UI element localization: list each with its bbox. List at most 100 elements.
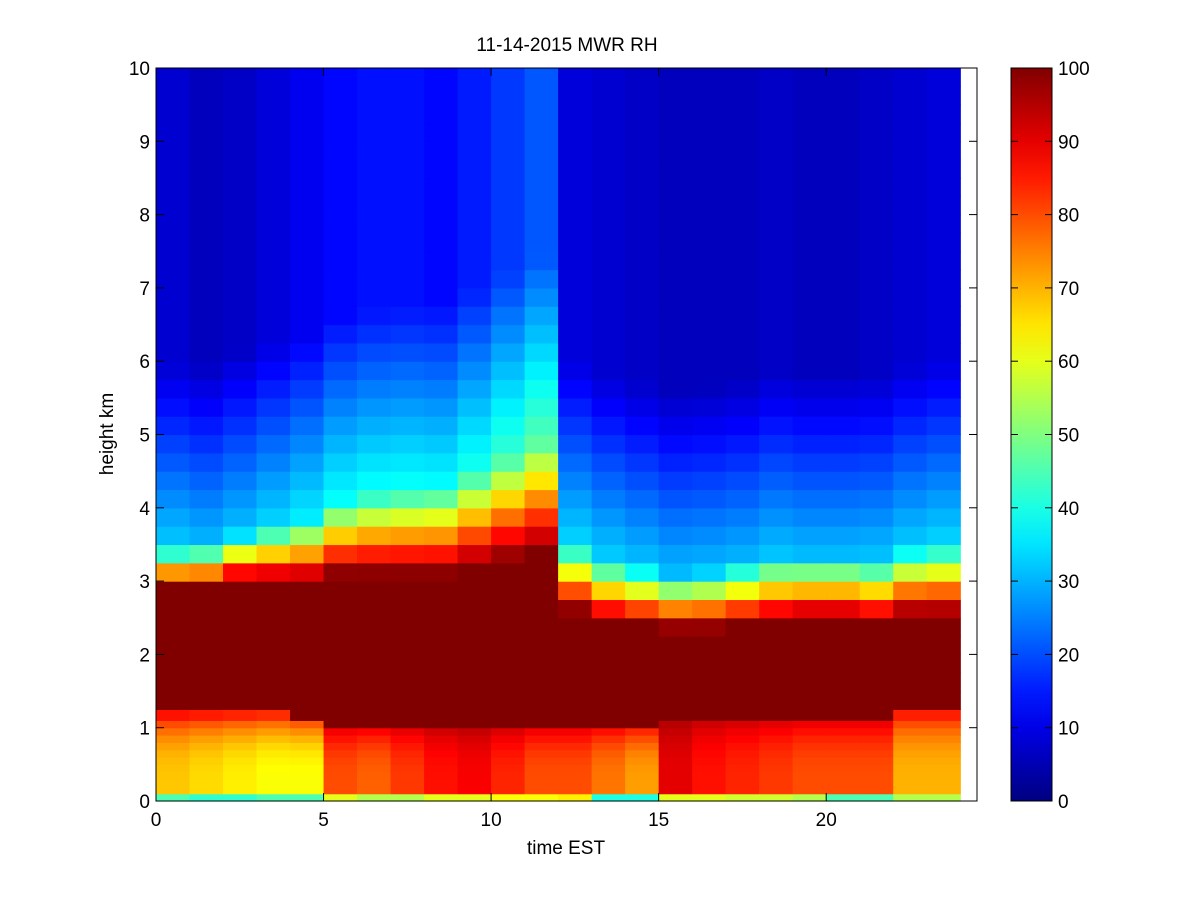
heatmap-cell bbox=[692, 691, 727, 710]
heatmap-cell bbox=[491, 196, 526, 216]
heatmap-cell bbox=[692, 86, 727, 106]
heatmap-cell bbox=[189, 691, 224, 710]
heatmap-cell bbox=[457, 544, 492, 564]
heatmap-cell bbox=[223, 581, 258, 601]
heatmap-cell bbox=[625, 68, 660, 87]
heatmap-cell bbox=[290, 342, 325, 362]
heatmap-cell bbox=[558, 379, 593, 399]
heatmap-cell bbox=[826, 471, 861, 491]
heatmap-cell bbox=[826, 757, 861, 765]
heatmap-cell bbox=[558, 159, 593, 179]
heatmap-cell bbox=[859, 617, 894, 637]
heatmap-cell bbox=[658, 232, 693, 252]
heatmap-cell bbox=[792, 269, 827, 289]
heatmap-cell bbox=[156, 742, 191, 751]
heatmap-cell bbox=[156, 196, 191, 216]
heatmap-cell bbox=[926, 654, 961, 674]
y-tick-label: 7 bbox=[139, 279, 150, 300]
heatmap-cell bbox=[290, 749, 325, 758]
heatmap-cell bbox=[658, 68, 693, 87]
heatmap-cell bbox=[558, 735, 593, 743]
heatmap-cell bbox=[926, 617, 961, 637]
heatmap-cell bbox=[323, 526, 358, 546]
heatmap-cell bbox=[390, 379, 425, 399]
heatmap-cell bbox=[189, 757, 224, 765]
heatmap-cell bbox=[692, 68, 727, 87]
heatmap-cell bbox=[290, 727, 325, 736]
heatmap-cell bbox=[625, 489, 660, 509]
heatmap-cell bbox=[759, 757, 794, 765]
heatmap-cell bbox=[457, 764, 492, 773]
heatmap-cell bbox=[223, 727, 258, 736]
heatmap-cell bbox=[792, 771, 827, 780]
heatmap-cell bbox=[692, 251, 727, 271]
heatmap-cell bbox=[558, 269, 593, 289]
heatmap-cell bbox=[692, 507, 727, 527]
heatmap-cell bbox=[826, 771, 861, 780]
heatmap-cell bbox=[156, 471, 191, 491]
heatmap-cell bbox=[524, 749, 559, 758]
heatmap-cell bbox=[189, 709, 224, 721]
heatmap-cell bbox=[524, 104, 559, 124]
heatmap-cell bbox=[826, 397, 861, 417]
y-tick-label: 8 bbox=[139, 206, 150, 227]
heatmap-cell bbox=[558, 617, 593, 637]
heatmap-cell bbox=[558, 306, 593, 326]
heatmap-cell bbox=[323, 691, 358, 710]
heatmap-cell bbox=[725, 287, 760, 307]
heatmap-cell bbox=[658, 709, 693, 721]
heatmap-cell bbox=[156, 779, 191, 787]
heatmap-cell bbox=[323, 232, 358, 252]
heatmap-cell bbox=[725, 471, 760, 491]
heatmap-cell bbox=[893, 581, 928, 601]
heatmap-cell bbox=[424, 727, 459, 736]
heatmap-cell bbox=[256, 691, 291, 710]
heatmap-cell bbox=[357, 471, 392, 491]
heatmap-cell bbox=[390, 599, 425, 619]
heatmap-cell bbox=[826, 159, 861, 179]
heatmap-cell bbox=[524, 793, 559, 802]
heatmap-cell bbox=[156, 379, 191, 399]
heatmap-cell bbox=[692, 793, 727, 802]
heatmap-cell bbox=[524, 672, 559, 692]
heatmap-cell bbox=[189, 544, 224, 564]
heatmap-cell bbox=[491, 232, 526, 252]
heatmap-cell bbox=[759, 507, 794, 527]
heatmap-cell bbox=[625, 104, 660, 124]
heatmap-cell bbox=[759, 691, 794, 710]
heatmap-cell bbox=[658, 654, 693, 674]
heatmap-cell bbox=[591, 251, 626, 271]
heatmap-cell bbox=[558, 771, 593, 780]
heatmap-cell bbox=[424, 342, 459, 362]
heatmap-cell bbox=[457, 306, 492, 326]
heatmap-cell bbox=[591, 749, 626, 758]
heatmap-cell bbox=[792, 742, 827, 751]
heatmap-cell bbox=[826, 214, 861, 234]
heatmap-cell bbox=[859, 122, 894, 142]
heatmap-cell bbox=[725, 771, 760, 780]
heatmap-cell bbox=[658, 306, 693, 326]
heatmap-cell bbox=[759, 749, 794, 758]
heatmap-cell bbox=[759, 742, 794, 751]
heatmap-cell bbox=[558, 691, 593, 710]
heatmap-cell bbox=[893, 654, 928, 674]
heatmap-cell bbox=[189, 214, 224, 234]
heatmap-cell bbox=[558, 196, 593, 216]
heatmap-cell bbox=[725, 599, 760, 619]
heatmap-cell bbox=[156, 342, 191, 362]
heatmap-cell bbox=[491, 720, 526, 729]
heatmap-cell bbox=[926, 526, 961, 546]
heatmap-cell bbox=[524, 489, 559, 509]
heatmap-cell bbox=[189, 507, 224, 527]
heatmap-cell bbox=[357, 507, 392, 527]
heatmap-cell bbox=[156, 232, 191, 252]
heatmap-cell bbox=[792, 764, 827, 773]
heatmap-cell bbox=[926, 159, 961, 179]
heatmap-cell bbox=[625, 526, 660, 546]
heatmap-cell bbox=[323, 86, 358, 106]
colorbar-tick-label: 10 bbox=[1058, 719, 1079, 740]
heatmap-cell bbox=[357, 214, 392, 234]
heatmap-cell bbox=[290, 786, 325, 795]
heatmap-cell bbox=[826, 489, 861, 509]
heatmap-cell bbox=[591, 489, 626, 509]
